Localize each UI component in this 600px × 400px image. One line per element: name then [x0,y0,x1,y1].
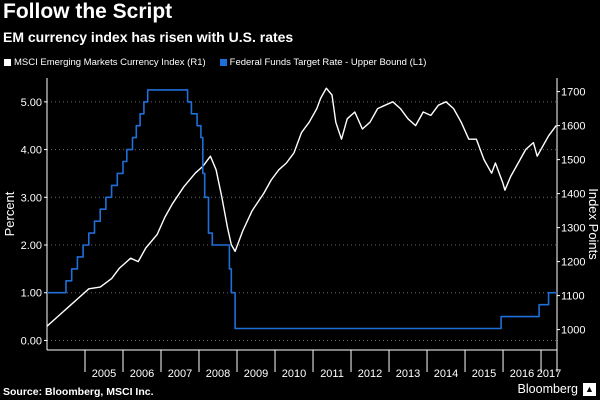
x-tick-label: 2006 [130,368,154,380]
right-axis-title: Index Points [586,188,600,260]
x-tick-label: 2015 [472,368,496,380]
legend-item-fed: Federal Funds Target Rate - Upper Bound … [219,57,427,68]
left-axis-title: Percent [2,191,17,236]
left-tick-label: 5.00 [21,97,42,109]
legend-axis-tag-fed: (L1) [409,57,427,68]
series-line-msci [46,87,557,327]
right-tick-label: 1200 [561,257,585,269]
series-line-fed [47,89,557,330]
legend-item-msci: MSCI Emerging Markets Currency Index (R1… [4,57,206,68]
x-tick-label: 2011 [320,368,344,380]
right-tick-label: 1400 [561,189,585,201]
brand-badge-icon: ▲ [583,383,596,396]
x-tick-label: 2012 [358,368,382,380]
legend-swatch-msci [4,59,11,66]
brand-logo-text: Bloomberg [517,382,578,396]
left-tick-label: 1.00 [21,288,42,300]
source-note: Source: Bloomberg, MSCI Inc. [3,386,154,398]
right-tick-label: 1600 [561,121,585,133]
chart-title: Follow the Script [3,0,173,23]
legend: MSCI Emerging Markets Currency Index (R1… [4,57,440,68]
left-tick-label: 3.00 [21,192,42,204]
right-tick-label: 1500 [561,155,585,167]
chart-subtitle: EM currency index has risen with U.S. ra… [3,29,294,45]
legend-label-msci: MSCI Emerging Markets Currency Index [14,57,185,68]
legend-axis-tag-msci: (R1) [187,57,206,68]
x-tick-label: 2017 [537,368,561,380]
right-tick-label: 1100 [561,291,585,303]
legend-label-fed: Federal Funds Target Rate - Upper Bound [229,57,407,68]
right-tick-label: 1300 [561,223,585,235]
x-tick-label: 2009 [244,368,268,380]
legend-swatch-fed [219,59,227,66]
left-tick-label: 0.00 [21,335,42,347]
left-tick-label: 2.00 [21,240,42,252]
x-tick-label: 2008 [206,368,230,380]
left-tick-label: 4.00 [21,145,42,157]
right-tick-label: 1700 [561,87,585,99]
x-tick-label: 2016 [510,368,534,380]
x-tick-label: 2010 [282,368,306,380]
x-tick-label: 2014 [434,368,458,380]
x-tick-label: 2013 [396,368,420,380]
right-tick-label: 1000 [561,325,585,337]
x-tick-label: 2007 [168,368,192,380]
x-tick-label: 2005 [92,368,116,380]
